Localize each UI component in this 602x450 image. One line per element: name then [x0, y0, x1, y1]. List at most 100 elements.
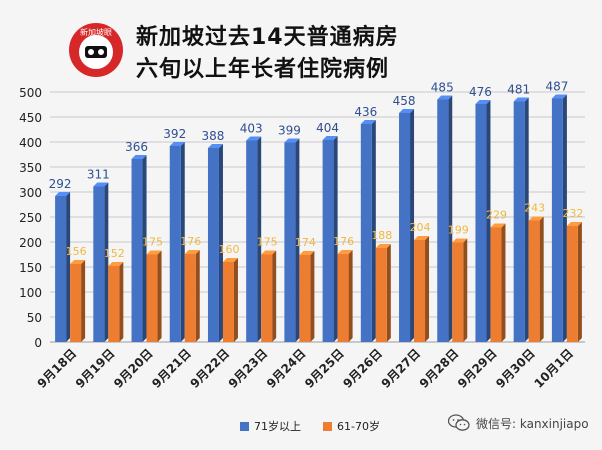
bar-series-2: [108, 266, 120, 342]
bar-series-2-side: [195, 250, 200, 342]
bar-series-1-top: [169, 142, 185, 146]
bar-series-2-top: [490, 223, 506, 228]
data-label-series-2: 152: [104, 247, 125, 260]
data-label-series-1: 403: [240, 122, 263, 136]
bar-series-1: [360, 124, 372, 342]
bar-series-2-top: [414, 236, 430, 240]
data-label-series-1: 436: [354, 105, 377, 119]
data-label-series-2: 204: [410, 221, 431, 234]
bar-series-1: [169, 146, 181, 342]
data-label-series-1: 485: [431, 81, 454, 95]
data-label-series-2: 175: [257, 236, 278, 249]
watermark-text: 微信号: kanxinjiapo: [476, 416, 589, 431]
bar-series-1-side: [66, 192, 71, 342]
data-label-series-1: 487: [545, 80, 568, 94]
bar-series-2-side: [348, 250, 353, 342]
data-label-series-2: 174: [295, 236, 316, 249]
bar-series-1-side: [410, 109, 415, 342]
chart-title: 新加坡过去14天普通病房 六旬以上年长者住院病例: [136, 22, 399, 86]
x-tick-label: 9月30日: [493, 346, 538, 391]
data-label-series-2: 232: [562, 207, 583, 220]
bar-series-2-side: [157, 250, 162, 342]
y-tick-label: 500: [19, 86, 42, 100]
bar-series-1: [93, 186, 105, 342]
y-tick-label: 300: [19, 186, 42, 200]
wechat-icon: [448, 414, 470, 431]
bar-series-2-top: [222, 258, 238, 262]
bar-series-2-side: [310, 251, 315, 342]
bar-series-1-side: [295, 138, 300, 342]
bar-series-1-side: [371, 120, 376, 342]
data-label-series-2: 156: [66, 245, 87, 258]
bar-series-1: [475, 104, 487, 342]
legend-swatch-orange: [323, 421, 332, 431]
bar-series-2-side: [577, 222, 582, 342]
bar-series-2: [452, 242, 464, 342]
bar-series-1: [513, 101, 525, 342]
bar-series-1-top: [284, 138, 300, 143]
bar-series-1-side: [218, 144, 223, 342]
bar-series-1-top: [322, 136, 338, 140]
bar-series-2-top: [184, 250, 200, 254]
y-tick-label: 100: [19, 286, 42, 300]
x-tick-label: 9月29日: [455, 346, 500, 391]
chart-legend: 71岁以上 61-70岁: [240, 418, 380, 434]
site-logo: 新加坡眼: [69, 23, 123, 77]
bar-series-2: [146, 254, 158, 342]
x-tick-label: 9月21日: [149, 346, 194, 391]
data-label-series-2: 243: [524, 202, 545, 215]
y-tick-label: 350: [19, 161, 42, 175]
bar-series-1: [551, 98, 563, 342]
data-label-series-2: 176: [333, 235, 354, 248]
bar-series-2-top: [566, 222, 582, 226]
bar-series-2-side: [272, 250, 277, 342]
bar-series-1-top: [131, 155, 147, 159]
bar-series-1-side: [180, 142, 185, 342]
bar-series-2: [184, 254, 196, 342]
y-tick-label: 400: [19, 136, 42, 150]
bar-series-2: [490, 227, 502, 342]
bar-series-1-top: [93, 182, 109, 187]
bar-series-2-top: [146, 250, 162, 255]
x-tick-label: 9月28日: [417, 346, 462, 391]
bar-series-1-side: [257, 136, 262, 342]
bar-series-1: [437, 99, 449, 342]
data-label-series-2: 229: [486, 209, 507, 222]
bar-series-2-side: [386, 244, 391, 342]
title-line-2: 六旬以上年长者住院病例: [136, 57, 390, 82]
bar-series-2: [528, 220, 540, 342]
bar-series-1: [55, 196, 67, 342]
data-label-series-1: 476: [469, 85, 492, 99]
bar-series-1-top: [246, 136, 262, 141]
bar-series-2-side: [501, 223, 506, 342]
bar-series-2-side: [539, 216, 544, 342]
y-tick-label: 150: [19, 261, 42, 275]
bar-series-2: [222, 262, 234, 342]
bar-series-1: [131, 159, 143, 342]
title-line-1: 新加坡过去14天普通病房: [136, 25, 399, 50]
bar-series-2-side: [425, 236, 430, 342]
bar-series-1-side: [104, 182, 109, 342]
x-tick-label: 9月24日: [264, 346, 309, 391]
logo-text: 新加坡眼: [80, 27, 112, 37]
bar-series-1-top: [399, 109, 415, 113]
bar-series-2-side: [81, 260, 86, 342]
data-label-series-1: 481: [507, 83, 530, 97]
x-tick-label: 9月23日: [226, 346, 271, 391]
data-label-series-1: 388: [202, 129, 225, 143]
bar-series-1-side: [524, 97, 529, 342]
bar-series-2: [337, 254, 349, 342]
y-tick-label: 200: [19, 236, 42, 250]
bar-series-2-side: [463, 238, 468, 342]
bar-series-1: [207, 148, 219, 342]
bar-series-2-top: [375, 244, 391, 248]
bar-series-1: [284, 142, 296, 342]
bar-series-1-top: [437, 95, 453, 100]
bar-series-2: [70, 264, 82, 342]
x-tick-label: 9月18日: [35, 346, 80, 391]
x-tick-label: 9月27日: [379, 346, 424, 391]
legend-item-series-2: 61-70岁: [323, 418, 380, 434]
bar-series-2: [299, 255, 311, 342]
